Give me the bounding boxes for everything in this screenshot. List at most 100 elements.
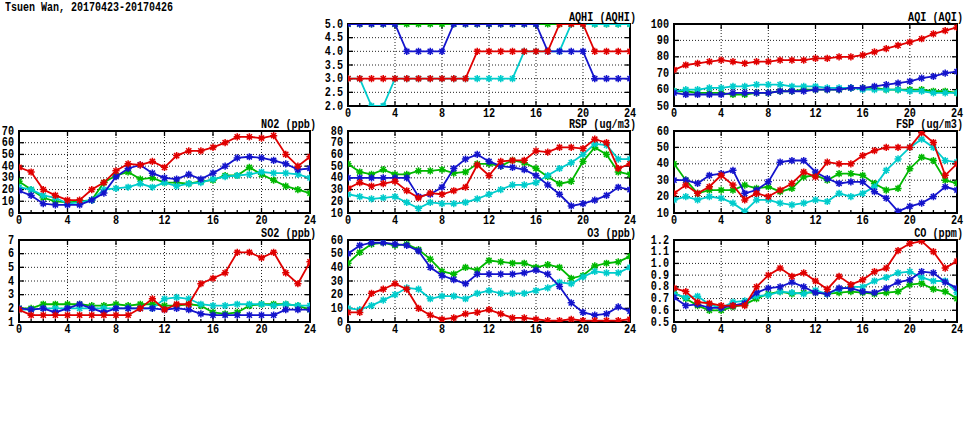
marker <box>883 284 890 291</box>
marker <box>222 302 229 309</box>
marker <box>603 269 610 276</box>
marker <box>197 147 204 154</box>
xtick-label: 0 <box>16 214 22 228</box>
marker <box>847 193 854 200</box>
marker <box>777 186 784 193</box>
marker <box>509 271 516 278</box>
marker <box>694 196 701 203</box>
marker <box>718 302 725 309</box>
xtick-label: 12 <box>809 214 821 228</box>
marker <box>930 286 937 293</box>
marker <box>294 163 301 170</box>
marker <box>883 81 890 88</box>
marker <box>753 81 760 88</box>
marker <box>706 58 713 65</box>
marker <box>40 186 47 193</box>
marker <box>270 312 277 319</box>
marker <box>556 180 563 187</box>
marker <box>462 280 469 287</box>
marker <box>161 174 168 181</box>
marker <box>753 58 760 65</box>
marker <box>918 88 925 95</box>
marker <box>222 139 229 146</box>
xtick-label: 0 <box>345 107 351 121</box>
marker <box>294 306 301 313</box>
marker <box>918 268 925 275</box>
marker <box>847 178 854 185</box>
marker <box>427 256 434 263</box>
marker <box>906 268 913 275</box>
ytick-label: 3.0 <box>325 72 343 86</box>
marker <box>894 269 901 276</box>
marker <box>906 276 913 283</box>
marker <box>403 286 410 293</box>
marker <box>258 168 265 175</box>
marker <box>765 193 772 200</box>
marker <box>380 239 387 246</box>
marker <box>603 139 610 146</box>
marker <box>521 269 528 276</box>
marker <box>403 75 410 82</box>
marker <box>415 247 422 254</box>
ytick-label: 80 <box>657 50 669 64</box>
xtick-label: 4 <box>392 323 398 337</box>
xtick-label: 0 <box>16 323 22 337</box>
xtick-label: 20 <box>577 214 589 228</box>
marker <box>706 84 713 91</box>
marker <box>246 171 253 178</box>
marker <box>835 180 842 187</box>
marker <box>28 312 35 319</box>
marker <box>521 20 528 27</box>
xtick-label: 24 <box>624 214 636 228</box>
marker <box>125 305 132 312</box>
marker <box>706 193 713 200</box>
marker <box>427 167 434 174</box>
marker <box>368 290 375 297</box>
marker <box>682 302 689 309</box>
marker <box>173 152 180 159</box>
marker <box>741 89 748 96</box>
marker <box>812 86 819 93</box>
ytick-label: 60 <box>657 125 669 139</box>
marker <box>462 184 469 191</box>
marker <box>88 186 95 193</box>
marker <box>209 144 216 151</box>
marker <box>391 193 398 200</box>
ytick-label: 20 <box>657 190 669 204</box>
marker <box>544 284 551 291</box>
marker <box>415 205 422 212</box>
marker <box>497 290 504 297</box>
marker <box>234 172 241 179</box>
marker <box>682 193 689 200</box>
marker <box>185 301 192 308</box>
xtick-label: 24 <box>951 214 963 228</box>
marker <box>894 79 901 86</box>
marker <box>942 183 949 190</box>
marker <box>532 147 539 154</box>
marker <box>521 260 528 267</box>
marker <box>847 160 854 167</box>
marker <box>942 89 949 96</box>
marker <box>173 301 180 308</box>
marker <box>391 280 398 287</box>
marker <box>415 167 422 174</box>
marker <box>368 20 375 27</box>
marker <box>906 38 913 45</box>
marker <box>246 301 253 308</box>
chart-title-no2: NO2 (ppb) <box>261 118 316 132</box>
marker <box>835 190 842 197</box>
marker <box>246 249 253 256</box>
marker <box>125 184 132 191</box>
marker <box>306 174 313 181</box>
marker <box>173 294 180 301</box>
marker <box>871 289 878 296</box>
marker <box>812 277 819 284</box>
marker <box>626 171 633 178</box>
marker <box>670 294 677 301</box>
marker <box>380 297 387 304</box>
chart-co: 0.50.60.70.80.91.01.11.204812162024CO (p… <box>651 227 963 337</box>
marker <box>497 20 504 27</box>
marker <box>835 284 842 291</box>
xtick-label: 4 <box>392 214 398 228</box>
xtick-label: 12 <box>809 323 821 337</box>
